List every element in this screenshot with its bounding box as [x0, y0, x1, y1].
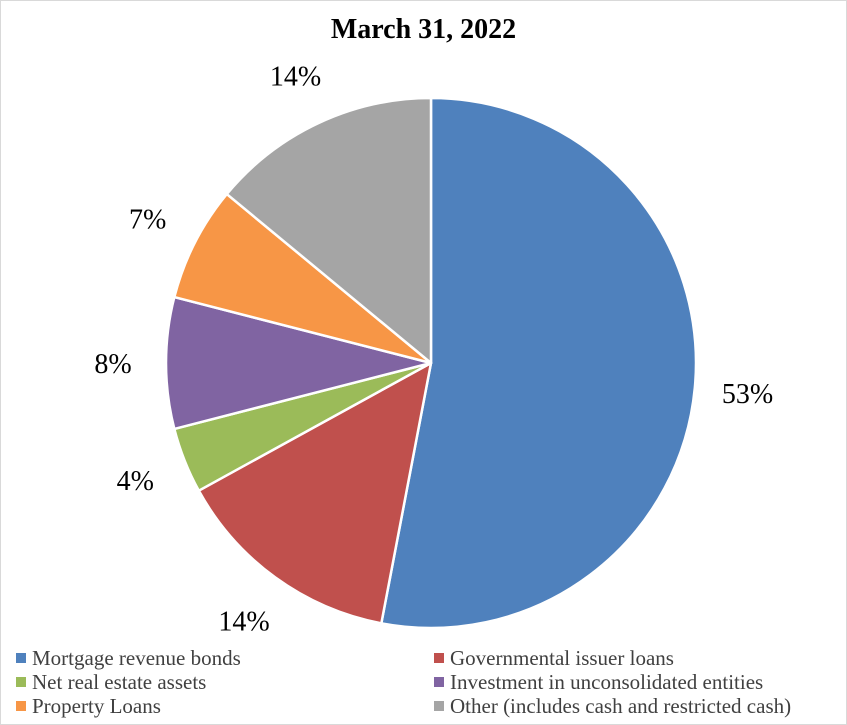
legend-label-2: Governmental issuer loans — [450, 646, 674, 670]
slice-value-label-2: 14% — [218, 606, 269, 637]
pie-slice-1 — [380, 96, 698, 630]
legend-label-6: Other (includes cash and restricted cash… — [450, 694, 792, 718]
legend-label-3: Net real estate assets — [32, 670, 207, 694]
legend-swatch-1 — [16, 653, 26, 664]
slice-value-label-1: 53% — [722, 379, 773, 410]
legend-swatch-6 — [434, 701, 444, 712]
legend-item-4: Investment in unconsolidated entities — [434, 670, 763, 694]
pie-chart: 53% 14% 4% 8% 7% 14% — [94, 61, 773, 637]
slice-value-label-3: 4% — [117, 466, 154, 497]
legend-item-2: Governmental issuer loans — [434, 646, 674, 670]
legend-item-6: Other (includes cash and restricted cash… — [434, 694, 791, 718]
pie-slice-6 — [225, 96, 433, 365]
legend-item-5: Property Loans — [16, 694, 161, 718]
slice-value-label-6: 14% — [270, 61, 321, 92]
legend-item-3: Net real estate assets — [16, 670, 206, 694]
legend-label-5: Property Loans — [32, 694, 161, 718]
chart-title: March 31, 2022 — [330, 14, 517, 45]
slice-value-label-4: 8% — [94, 349, 131, 380]
pie-slice-4 — [164, 295, 433, 431]
pie-slice-5 — [173, 192, 433, 365]
legend-swatch-2 — [434, 653, 444, 664]
slice-value-label-5: 7% — [129, 205, 166, 236]
legend-item-1: Mortgage revenue bonds — [16, 646, 241, 670]
pie-slice-2 — [197, 361, 433, 625]
legend-swatch-3 — [16, 677, 26, 688]
legend-label-4: Investment in unconsolidated entities — [450, 670, 764, 694]
legend-swatch-5 — [16, 701, 26, 712]
legend-label-1: Mortgage revenue bonds — [32, 646, 241, 670]
legend-swatch-4 — [434, 677, 444, 688]
